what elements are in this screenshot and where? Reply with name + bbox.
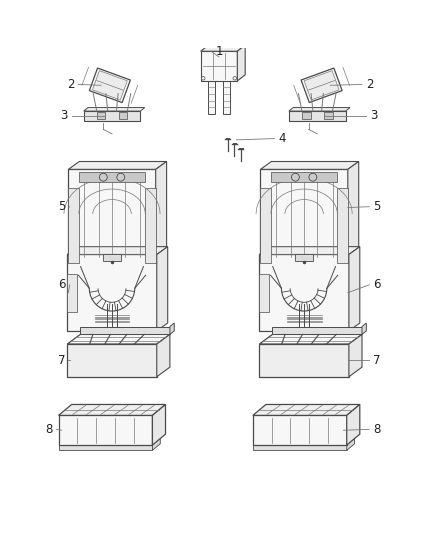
Polygon shape — [208, 81, 215, 114]
Polygon shape — [103, 254, 121, 261]
Polygon shape — [272, 172, 337, 182]
Text: 2: 2 — [67, 78, 74, 91]
Polygon shape — [59, 430, 152, 437]
Circle shape — [291, 173, 299, 181]
Polygon shape — [59, 444, 152, 450]
Circle shape — [201, 77, 205, 80]
Polygon shape — [304, 71, 339, 100]
Polygon shape — [81, 327, 170, 334]
Polygon shape — [152, 437, 160, 450]
Text: 5: 5 — [373, 200, 381, 213]
Polygon shape — [68, 188, 79, 263]
Text: 5: 5 — [58, 200, 66, 213]
Polygon shape — [295, 254, 313, 261]
Polygon shape — [59, 405, 166, 415]
Bar — [97, 112, 106, 119]
Polygon shape — [152, 430, 160, 442]
Polygon shape — [67, 334, 170, 344]
Text: 8: 8 — [373, 423, 381, 436]
Polygon shape — [152, 405, 166, 445]
Polygon shape — [253, 444, 347, 450]
Polygon shape — [237, 45, 245, 81]
Polygon shape — [152, 423, 160, 437]
Polygon shape — [349, 247, 360, 331]
Polygon shape — [349, 334, 362, 377]
Polygon shape — [362, 323, 366, 334]
Polygon shape — [79, 172, 145, 182]
Circle shape — [233, 77, 237, 80]
Polygon shape — [253, 405, 360, 415]
Text: 7: 7 — [58, 354, 66, 367]
Polygon shape — [59, 436, 152, 442]
Polygon shape — [157, 334, 170, 377]
Polygon shape — [259, 334, 362, 344]
Polygon shape — [170, 323, 174, 334]
Polygon shape — [201, 51, 237, 81]
Text: 6: 6 — [58, 278, 66, 292]
Text: 3: 3 — [370, 109, 378, 123]
Polygon shape — [84, 111, 141, 120]
Polygon shape — [301, 68, 342, 102]
Text: 2: 2 — [366, 78, 373, 91]
Polygon shape — [347, 437, 355, 450]
Bar — [119, 112, 127, 119]
Polygon shape — [155, 161, 166, 263]
Polygon shape — [67, 247, 168, 254]
Circle shape — [99, 173, 107, 181]
Polygon shape — [348, 161, 359, 263]
Bar — [302, 112, 311, 119]
Polygon shape — [145, 188, 155, 263]
Polygon shape — [261, 188, 272, 263]
Text: 1: 1 — [215, 45, 223, 58]
Polygon shape — [337, 188, 348, 263]
Polygon shape — [259, 247, 360, 254]
Polygon shape — [347, 430, 355, 442]
Polygon shape — [67, 344, 157, 377]
Text: 8: 8 — [45, 423, 53, 436]
Text: 6: 6 — [373, 278, 381, 292]
Polygon shape — [84, 108, 145, 111]
Polygon shape — [157, 247, 168, 331]
Bar — [324, 112, 332, 119]
Text: 4: 4 — [279, 132, 286, 145]
Polygon shape — [253, 415, 347, 445]
Polygon shape — [223, 81, 230, 114]
Polygon shape — [89, 68, 131, 102]
Polygon shape — [67, 254, 157, 331]
Polygon shape — [347, 405, 360, 445]
Text: 3: 3 — [60, 109, 68, 123]
Text: 7: 7 — [373, 354, 381, 367]
Polygon shape — [67, 273, 77, 312]
Polygon shape — [261, 161, 359, 169]
Polygon shape — [201, 45, 245, 51]
Polygon shape — [253, 430, 347, 437]
Polygon shape — [289, 111, 346, 120]
Polygon shape — [347, 423, 355, 437]
Polygon shape — [261, 169, 348, 263]
Polygon shape — [68, 169, 155, 263]
Polygon shape — [259, 254, 349, 331]
Polygon shape — [59, 415, 152, 445]
Circle shape — [117, 173, 125, 181]
Polygon shape — [253, 436, 347, 442]
Polygon shape — [272, 327, 362, 334]
Polygon shape — [289, 108, 350, 111]
Polygon shape — [259, 344, 349, 377]
Circle shape — [309, 173, 317, 181]
Polygon shape — [68, 161, 166, 169]
Polygon shape — [259, 273, 269, 312]
Polygon shape — [92, 71, 127, 100]
